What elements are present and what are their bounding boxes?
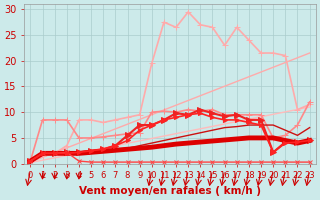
X-axis label: Vent moyen/en rafales ( km/h ): Vent moyen/en rafales ( km/h ) — [79, 186, 261, 196]
